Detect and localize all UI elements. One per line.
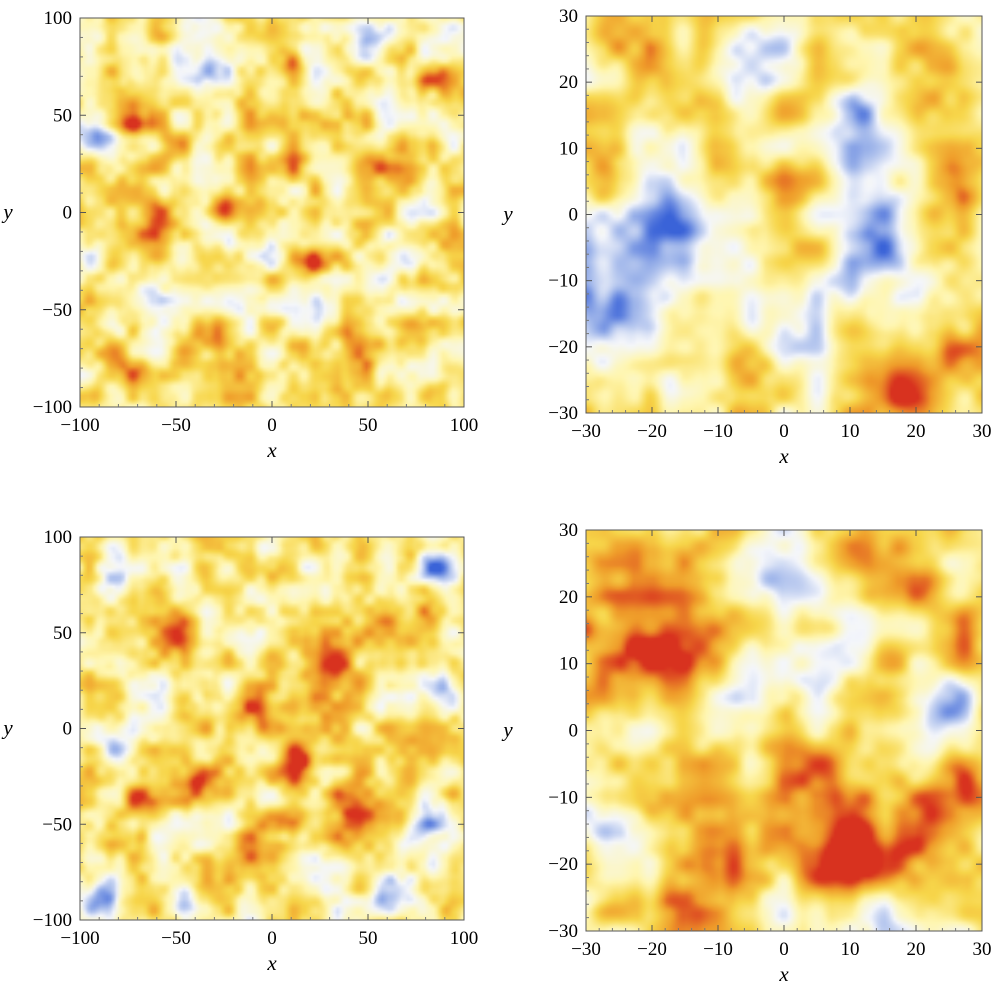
y-tick-label: 100 — [44, 527, 73, 548]
x-tick-label: −20 — [637, 421, 667, 442]
y-tick-label: 10 — [559, 138, 578, 159]
x-axis-title: x — [778, 444, 789, 468]
x-tick-label: 50 — [359, 928, 378, 949]
y-tick-label: −100 — [33, 910, 72, 931]
x-tick-label: −20 — [637, 939, 667, 960]
y-tick-label: 0 — [63, 719, 73, 740]
x-axis-title: x — [266, 438, 277, 462]
y-tick-label: −100 — [33, 397, 72, 418]
y-tick-label: −50 — [42, 814, 72, 835]
y-tick-label: 50 — [53, 105, 72, 126]
heatmap-field — [80, 537, 464, 920]
x-tick-label: −100 — [60, 415, 99, 436]
y-tick-label: 20 — [559, 72, 578, 93]
y-tick-label: −50 — [42, 300, 72, 321]
x-tick-label: −50 — [161, 928, 191, 949]
y-tick-label: −30 — [548, 921, 578, 942]
y-axis-title: y — [1, 716, 13, 740]
panel-bottom-left: −100 −50 0 50 100 −100 −50 0 50 100 x y — [0, 500, 500, 1000]
y-tick-label: −10 — [548, 787, 578, 808]
y-axis-title: y — [1, 200, 13, 224]
x-tick-label: 50 — [359, 415, 378, 436]
x-tick-label: 30 — [973, 939, 992, 960]
x-tick-label: −100 — [60, 928, 99, 949]
y-tick-label: 0 — [569, 721, 579, 742]
x-tick-label: 30 — [973, 421, 992, 442]
heatmap-field — [586, 530, 982, 931]
y-tick-label: 0 — [63, 203, 73, 224]
y-tick-label: −20 — [548, 337, 578, 358]
x-tick-label: 0 — [267, 928, 277, 949]
y-tick-label: 0 — [569, 205, 579, 226]
chart-svg: −100 −50 0 50 100 −100 −50 0 50 100 x y — [1, 527, 479, 975]
panel-top-right: −30 −20 −10 0 10 20 30 −30 −20 −10 0 10 20 30 x y — [500, 0, 1000, 500]
y-tick-label: −20 — [548, 854, 578, 875]
x-tick-label: 100 — [450, 415, 479, 436]
y-axis-title: y — [501, 718, 513, 742]
panel-top-left: −100 −50 0 50 100 −100 −50 0 50 100 x y — [0, 0, 500, 500]
x-tick-label: −10 — [703, 421, 733, 442]
x-tick-label: 0 — [779, 939, 789, 960]
x-tick-label: −10 — [703, 939, 733, 960]
y-tick-label: 30 — [559, 6, 578, 27]
x-tick-label: 10 — [841, 421, 860, 442]
x-tick-label: 20 — [907, 939, 926, 960]
y-tick-label: 30 — [559, 520, 578, 541]
x-tick-label: 10 — [841, 939, 860, 960]
y-axis-title: y — [501, 202, 513, 226]
y-tick-label: 20 — [559, 587, 578, 608]
x-tick-label: 0 — [779, 421, 789, 442]
y-tick-label: 50 — [53, 623, 72, 644]
y-tick-label: 100 — [44, 8, 73, 29]
x-tick-label: 100 — [450, 928, 479, 949]
panel-bottom-right: −30 −20 −10 0 10 20 30 −30 −20 −10 0 10 20 30 x y — [500, 500, 1000, 1000]
chart-svg: −100 −50 0 50 100 −100 −50 0 50 100 x y — [1, 8, 479, 462]
heatmap-field — [586, 16, 982, 413]
y-tick-label: 10 — [559, 654, 578, 675]
heatmap-field — [80, 18, 464, 407]
x-tick-label: −50 — [161, 415, 191, 436]
y-tick-label: −10 — [548, 271, 578, 292]
x-tick-label: 0 — [267, 415, 277, 436]
chart-svg: −30 −20 −10 0 10 20 30 −30 −20 −10 0 10 20 30 x y — [501, 520, 992, 986]
x-tick-label: −30 — [571, 939, 601, 960]
chart-svg: −30 −20 −10 0 10 20 30 −30 −20 −10 0 10 20 30 x y — [501, 6, 992, 468]
x-tick-label: 20 — [907, 421, 926, 442]
y-tick-label: −30 — [548, 403, 578, 424]
x-axis-title: x — [266, 951, 277, 975]
x-axis-title: x — [778, 962, 789, 986]
x-tick-label: −30 — [571, 421, 601, 442]
